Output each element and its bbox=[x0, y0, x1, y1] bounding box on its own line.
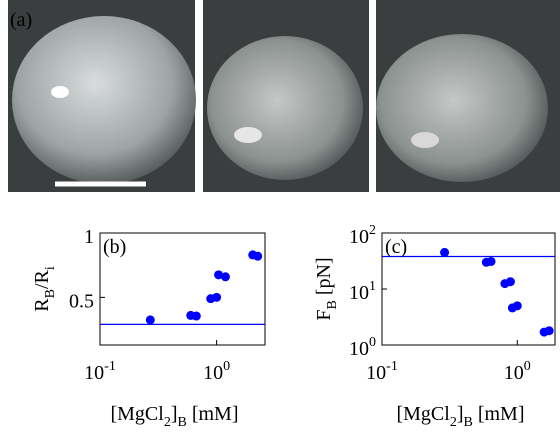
label-part: [mM] bbox=[187, 403, 239, 425]
tick-base: 10 bbox=[203, 362, 223, 384]
tick-label: 1 bbox=[84, 226, 94, 248]
subscript: 2 bbox=[450, 415, 457, 430]
point bbox=[512, 301, 522, 311]
point bbox=[212, 292, 222, 302]
tick-exponent: 2 bbox=[369, 223, 376, 238]
subscript: i bbox=[43, 266, 58, 270]
subscript: B bbox=[325, 300, 340, 309]
point bbox=[505, 277, 515, 287]
tick-exponent: -1 bbox=[386, 359, 398, 374]
tick-exponent: -1 bbox=[104, 359, 116, 374]
subscript: B bbox=[178, 415, 187, 430]
tick-base: 10 bbox=[349, 226, 369, 248]
point bbox=[544, 326, 554, 336]
label-part: [pN] bbox=[313, 257, 335, 300]
point bbox=[486, 256, 496, 266]
subscript: B bbox=[43, 289, 58, 298]
panel-label: (b) bbox=[103, 236, 126, 258]
tick-base: 10 bbox=[349, 282, 369, 304]
tick-label: 10-1 bbox=[84, 359, 116, 384]
tick-label: 102 bbox=[349, 223, 376, 248]
point bbox=[214, 270, 224, 280]
tick-exponent: 1 bbox=[369, 279, 376, 294]
droplet bbox=[12, 16, 196, 184]
highlight bbox=[411, 132, 439, 148]
subscript: B bbox=[464, 415, 473, 430]
point bbox=[191, 311, 201, 321]
axis-label: [MgCl2]B [mM] bbox=[396, 403, 524, 430]
axis-label: RB/Ri bbox=[31, 266, 58, 312]
point bbox=[145, 315, 155, 325]
label-part: [MgCl bbox=[396, 403, 450, 425]
axis-label: FB [pN] bbox=[313, 257, 340, 320]
tick-exponent: 0 bbox=[223, 359, 230, 374]
panel-label: (a) bbox=[10, 9, 32, 31]
label-part: ] bbox=[171, 403, 178, 425]
tick-base: 10 bbox=[349, 338, 369, 360]
label-part: ] bbox=[457, 403, 464, 425]
droplet bbox=[207, 36, 363, 180]
panel-label: (c) bbox=[385, 236, 407, 258]
tick-base: 10 bbox=[84, 362, 104, 384]
label-part: [MgCl bbox=[110, 403, 164, 425]
point bbox=[253, 251, 263, 261]
point bbox=[440, 247, 450, 257]
label-part: [mM] bbox=[473, 403, 525, 425]
tick-base: 10 bbox=[366, 362, 386, 384]
tick-label: 100 bbox=[203, 359, 230, 384]
photos: (a) bbox=[8, 0, 560, 192]
highlight bbox=[51, 86, 69, 98]
label-part: F bbox=[313, 309, 335, 320]
axis-label: [MgCl2]B [mM] bbox=[110, 403, 238, 430]
label-part: R bbox=[31, 298, 53, 312]
tick-label: 100 bbox=[504, 359, 531, 384]
tick-label: 100 bbox=[349, 335, 376, 360]
tick-exponent: 0 bbox=[524, 359, 531, 374]
subscript: 2 bbox=[164, 415, 171, 430]
label-part: /R bbox=[31, 269, 53, 289]
highlight bbox=[234, 127, 262, 143]
plot-frame bbox=[381, 232, 556, 346]
tick-label: 10-1 bbox=[366, 359, 398, 384]
plot-frame bbox=[99, 232, 266, 346]
tick-base: 10 bbox=[504, 362, 524, 384]
droplet bbox=[376, 34, 548, 182]
tick-label: 0.5 bbox=[69, 290, 94, 312]
tick-label: 101 bbox=[349, 279, 376, 304]
tick-exponent: 0 bbox=[369, 335, 376, 350]
point bbox=[220, 272, 230, 282]
